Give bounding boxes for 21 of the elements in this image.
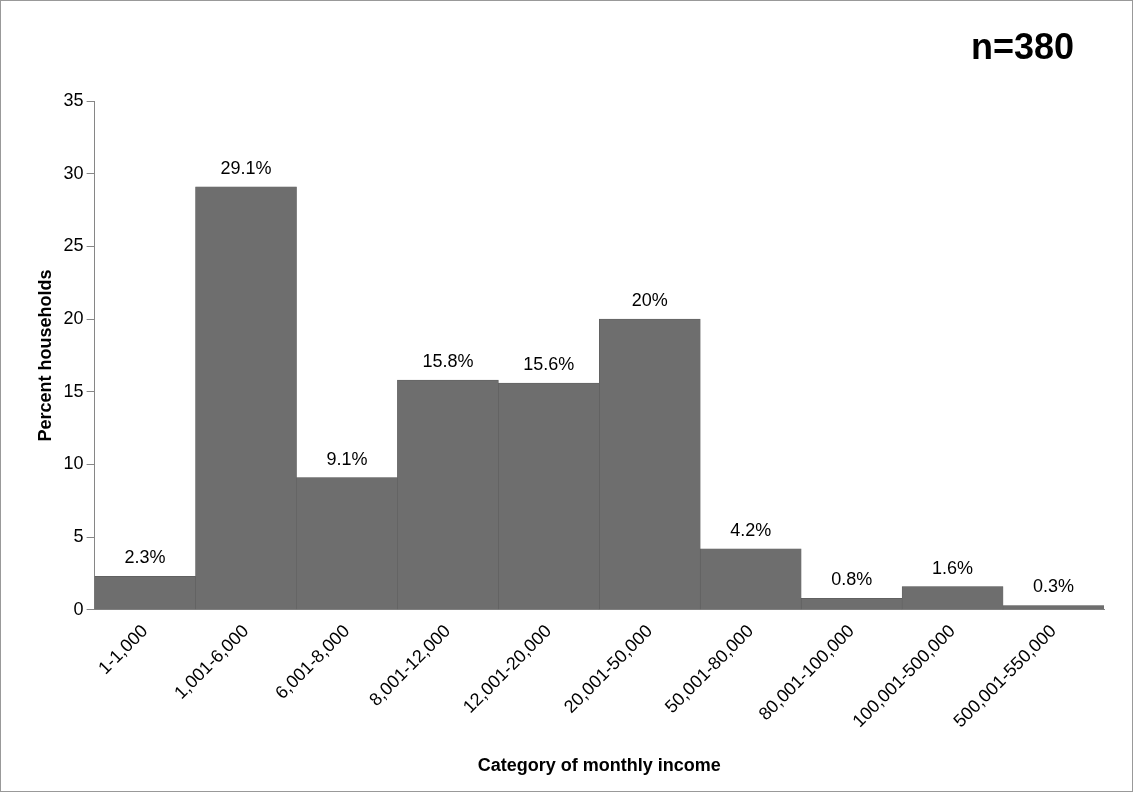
y-tick-label: 15 <box>63 380 84 401</box>
y-tick-label: 35 <box>63 89 84 110</box>
x-axis-title: Category of monthly income <box>477 755 721 776</box>
y-axis-title: Percent households <box>34 269 55 442</box>
data-label: 15.6% <box>523 354 575 375</box>
data-label: 0.8% <box>831 569 873 590</box>
y-tick-label: 5 <box>73 526 84 547</box>
y-tick-label: 25 <box>63 235 84 256</box>
text: n=380 <box>970 25 1074 67</box>
data-label: 0.3% <box>1033 576 1075 597</box>
y-tick-label: 30 <box>63 162 84 183</box>
data-label: 15.8% <box>422 351 474 372</box>
data-label: 9.1% <box>326 448 368 469</box>
y-tick-label: 20 <box>63 308 84 329</box>
data-label: 1.6% <box>932 557 974 578</box>
y-tick-label: 10 <box>63 453 84 474</box>
data-label: 4.2% <box>730 519 772 540</box>
y-tick-label: 0 <box>73 598 84 619</box>
data-label: 2.3% <box>124 547 166 568</box>
data-label: 29.1% <box>220 157 272 178</box>
data-label: 20% <box>631 290 668 311</box>
